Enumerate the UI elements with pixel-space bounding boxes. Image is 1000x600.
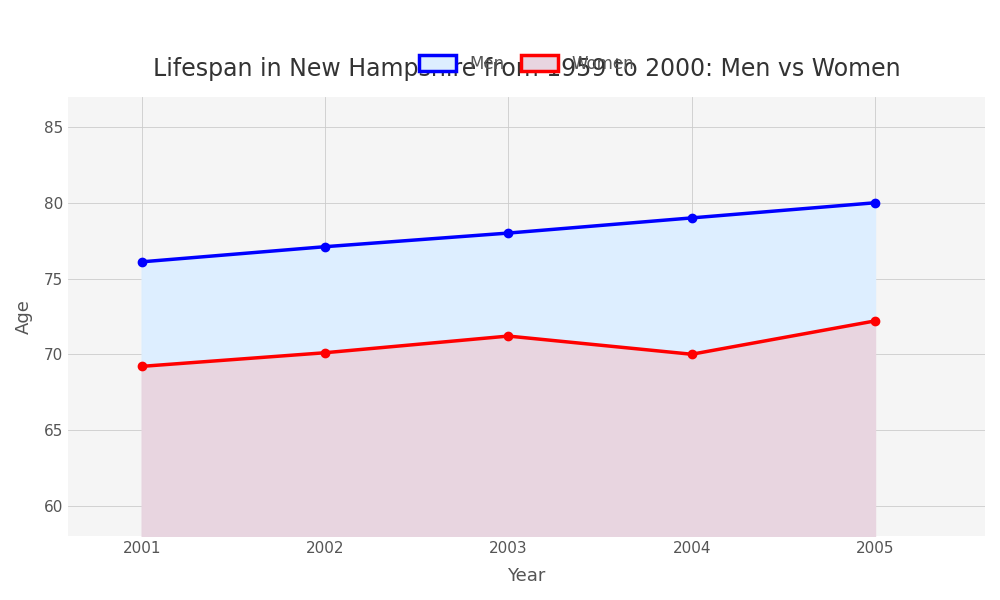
Legend: Men, Women: Men, Women bbox=[413, 48, 641, 79]
Title: Lifespan in New Hampshire from 1959 to 2000: Men vs Women: Lifespan in New Hampshire from 1959 to 2… bbox=[153, 57, 900, 81]
Y-axis label: Age: Age bbox=[15, 299, 33, 334]
X-axis label: Year: Year bbox=[507, 567, 546, 585]
